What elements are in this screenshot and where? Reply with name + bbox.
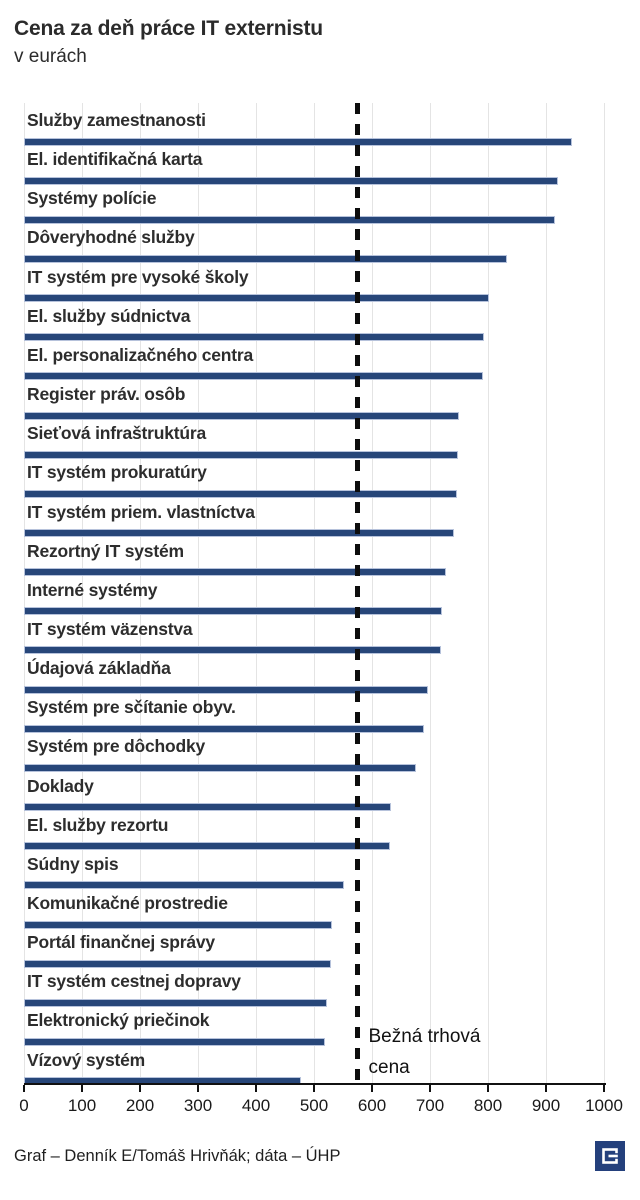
bar <box>24 998 328 1007</box>
gridline <box>256 103 257 1083</box>
bar-label: IT systém väzenstva <box>27 618 193 639</box>
bar-label: Dôveryhodné služby <box>27 227 195 248</box>
bar-label: IT systém pre vysoké školy <box>27 266 249 287</box>
bar-label: Údajová základňa <box>27 658 171 679</box>
bar <box>24 959 331 968</box>
gridline <box>546 103 547 1083</box>
bar-label: Elektronický priečinok <box>27 1010 210 1031</box>
axis-tick <box>313 1085 315 1092</box>
bar-label: Sieťová infraštruktúra <box>27 423 207 444</box>
bar-label: Služby zamestnanosti <box>27 110 206 130</box>
bar-label: IT systém cestnej dopravy <box>27 971 241 992</box>
bar <box>24 881 345 890</box>
axis-tick-label: 1000 <box>585 1096 623 1115</box>
bar <box>24 529 455 537</box>
dennik-e-logo-icon <box>595 1141 625 1171</box>
bar <box>24 333 484 342</box>
bar-label: Doklady <box>27 775 94 796</box>
gridline <box>604 103 605 1083</box>
axis-tick <box>371 1085 373 1092</box>
market-price-label-line: Bežná trhová <box>368 1026 481 1047</box>
axis-tick-label: 900 <box>531 1096 561 1115</box>
bar <box>24 254 507 263</box>
axis-tick <box>487 1085 489 1092</box>
axis-tick-label: 100 <box>67 1096 97 1115</box>
bar <box>24 646 442 655</box>
bar <box>24 920 332 929</box>
bar-label: Portál finančnej správy <box>27 932 215 953</box>
bar <box>24 1037 326 1046</box>
bar-label: Súdny spis <box>27 853 119 874</box>
bar-label: IT systém prokuratúry <box>27 462 207 483</box>
x-axis <box>24 1083 606 1085</box>
bar-label: IT systém priem. vlastníctva <box>27 501 255 522</box>
gridline <box>82 103 83 1083</box>
market-price-label-line: cena <box>368 1057 410 1078</box>
gridline <box>198 103 199 1083</box>
bar-label: Komunikačné prostredie <box>27 893 228 913</box>
bar <box>24 489 458 498</box>
credit-line: Graf – Denník E/Tomáš Hrivňák; dáta – ÚH… <box>14 1147 341 1165</box>
bar-label: Systém pre sčítanie obyv. <box>27 697 236 718</box>
chart-header: Cena za deň práce IT externistu v eurách <box>14 16 323 70</box>
axis-tick-label: 500 <box>299 1096 329 1115</box>
market-price-label: Bežná trhová cena <box>369 1021 481 1083</box>
gridline <box>314 103 315 1083</box>
gridline <box>24 103 25 1083</box>
gridline <box>430 103 431 1083</box>
axis-tick <box>545 1085 547 1092</box>
bar <box>24 724 424 733</box>
axis-tick <box>429 1085 431 1092</box>
bar <box>24 763 417 772</box>
axis-tick <box>255 1085 257 1092</box>
axis-tick <box>139 1085 141 1092</box>
bar <box>24 137 573 146</box>
axis-tick-label: 300 <box>183 1096 213 1115</box>
bar <box>24 842 390 851</box>
bar <box>24 450 459 459</box>
bar-label: Register práv. osôb <box>27 384 186 405</box>
bar-label: Rezortný IT systém <box>27 540 184 561</box>
gridline <box>488 103 489 1083</box>
axis-tick-label: 0 <box>19 1096 29 1115</box>
bar-label: El. identifikačná karta <box>27 149 203 170</box>
page-title: Cena za deň práce IT externistu <box>14 17 323 40</box>
dennik-e-logo <box>595 1141 625 1171</box>
bar-label: El. služby súdnictva <box>27 305 191 326</box>
axis-tick <box>197 1085 199 1092</box>
axis-tick-label: 700 <box>415 1096 445 1115</box>
axis-tick-label: 200 <box>125 1096 155 1115</box>
bar-label: Systém pre dôchodky <box>27 736 206 757</box>
axis-tick <box>81 1085 83 1092</box>
bar <box>24 411 459 420</box>
bar-label: Interné systémy <box>27 579 158 600</box>
gridline <box>372 103 373 1083</box>
axis-tick <box>23 1085 25 1092</box>
bar <box>24 215 556 224</box>
bar-label: Systémy polície <box>27 188 157 209</box>
bar <box>24 685 429 694</box>
market-price-line <box>355 103 360 1083</box>
bar <box>24 803 391 812</box>
bar <box>24 372 484 381</box>
bar-label: El. služby rezortu <box>27 814 169 835</box>
axis-tick-label: 600 <box>357 1096 387 1115</box>
bar <box>24 607 443 616</box>
bar <box>24 568 446 577</box>
axis-tick-label: 400 <box>241 1096 271 1115</box>
bar-label: Vízový systém <box>27 1049 146 1070</box>
chart-subtitle: v eurách <box>14 46 87 67</box>
axis-tick <box>603 1085 605 1092</box>
gridline <box>140 103 141 1083</box>
bar-label: El. personalizačného centra <box>27 344 254 365</box>
chart-footer: Graf – Denník E/Tomáš Hrivňák; dáta – ÚH… <box>14 1140 625 1176</box>
bar <box>24 294 490 303</box>
axis-tick-label: 800 <box>473 1096 503 1115</box>
bar <box>24 176 558 185</box>
bar-chart: Služby zamestnanosti El. identifikačná ka… <box>0 103 640 1115</box>
